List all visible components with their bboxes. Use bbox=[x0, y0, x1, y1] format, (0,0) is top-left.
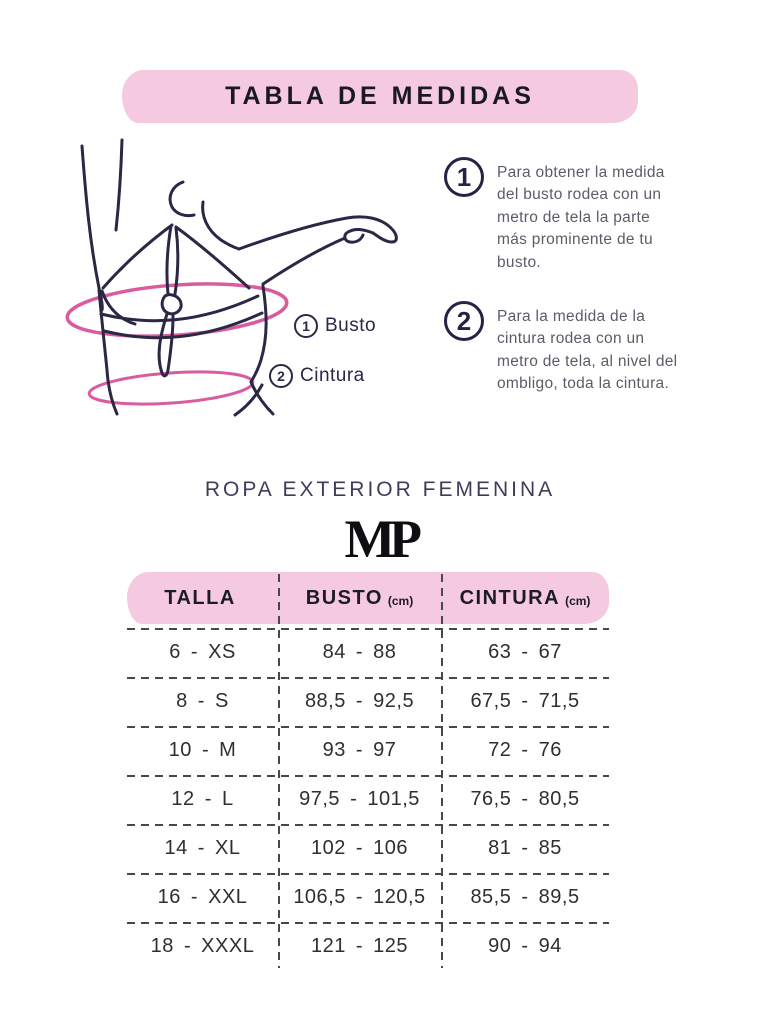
figure-line-art bbox=[80, 138, 398, 417]
waist-label: 2 Cintura bbox=[269, 364, 365, 388]
row-divider bbox=[127, 677, 609, 679]
title-banner: TABLA DE MEDIDAS bbox=[122, 70, 638, 123]
bust-number-badge: 1 bbox=[294, 314, 318, 338]
step-1-text: Para obtener la medida del busto rodea c… bbox=[497, 164, 665, 271]
size-table-header: TALLA BUSTO (cm) CINTURA (cm) bbox=[127, 572, 609, 624]
step-2-number-badge: 2 bbox=[444, 301, 484, 341]
table-row: 8 - S 88,5 - 92,5 67,5 - 71,5 bbox=[176, 690, 580, 712]
bust-label: 1 Busto bbox=[294, 314, 376, 338]
row-divider bbox=[127, 775, 609, 777]
torso-measurement-illustration bbox=[65, 138, 398, 417]
instruction-step-1: 1 Para obtener la medida del busto rodea… bbox=[444, 157, 700, 274]
column-divider bbox=[441, 574, 443, 968]
waist-label-text: Cintura bbox=[300, 365, 365, 386]
page-title: TABLA DE MEDIDAS bbox=[225, 82, 535, 110]
table-row: 10 - M 93 - 97 72 - 76 bbox=[168, 739, 562, 761]
header-talla: TALLA bbox=[164, 586, 236, 609]
step-2-text: Para la medida de la cintura rodea con u… bbox=[497, 308, 678, 393]
header-cintura: CINTURA (cm) bbox=[459, 586, 591, 609]
brand-logo: MP bbox=[344, 509, 422, 569]
row-divider bbox=[127, 824, 609, 826]
instruction-step-2: 2 Para la medida de la cintura rodea con… bbox=[444, 301, 700, 396]
waist-number-badge: 2 bbox=[269, 364, 293, 388]
row-divider bbox=[127, 922, 609, 924]
table-row: 14 - XL 102 - 106 81 - 85 bbox=[164, 837, 562, 859]
column-divider bbox=[278, 574, 280, 968]
table-row: 12 - L 97,5 - 101,5 76,5 - 80,5 bbox=[171, 788, 580, 810]
header-busto: BUSTO (cm) bbox=[305, 586, 414, 609]
waist-measure-ring bbox=[87, 370, 255, 406]
bust-label-text: Busto bbox=[325, 315, 377, 336]
table-row: 6 - XS 84 - 88 63 - 67 bbox=[169, 641, 562, 663]
table-row: 16 - XXL 106,5 - 120,5 85,5 - 89,5 bbox=[157, 886, 580, 908]
step-1-number-badge: 1 bbox=[444, 157, 484, 197]
table-row: 18 - XXXL 121 - 125 90 - 94 bbox=[150, 935, 562, 957]
row-divider bbox=[127, 873, 609, 875]
section-heading: ROPA EXTERIOR FEMENINA bbox=[204, 478, 556, 501]
row-divider bbox=[127, 628, 609, 630]
row-divider bbox=[127, 726, 609, 728]
